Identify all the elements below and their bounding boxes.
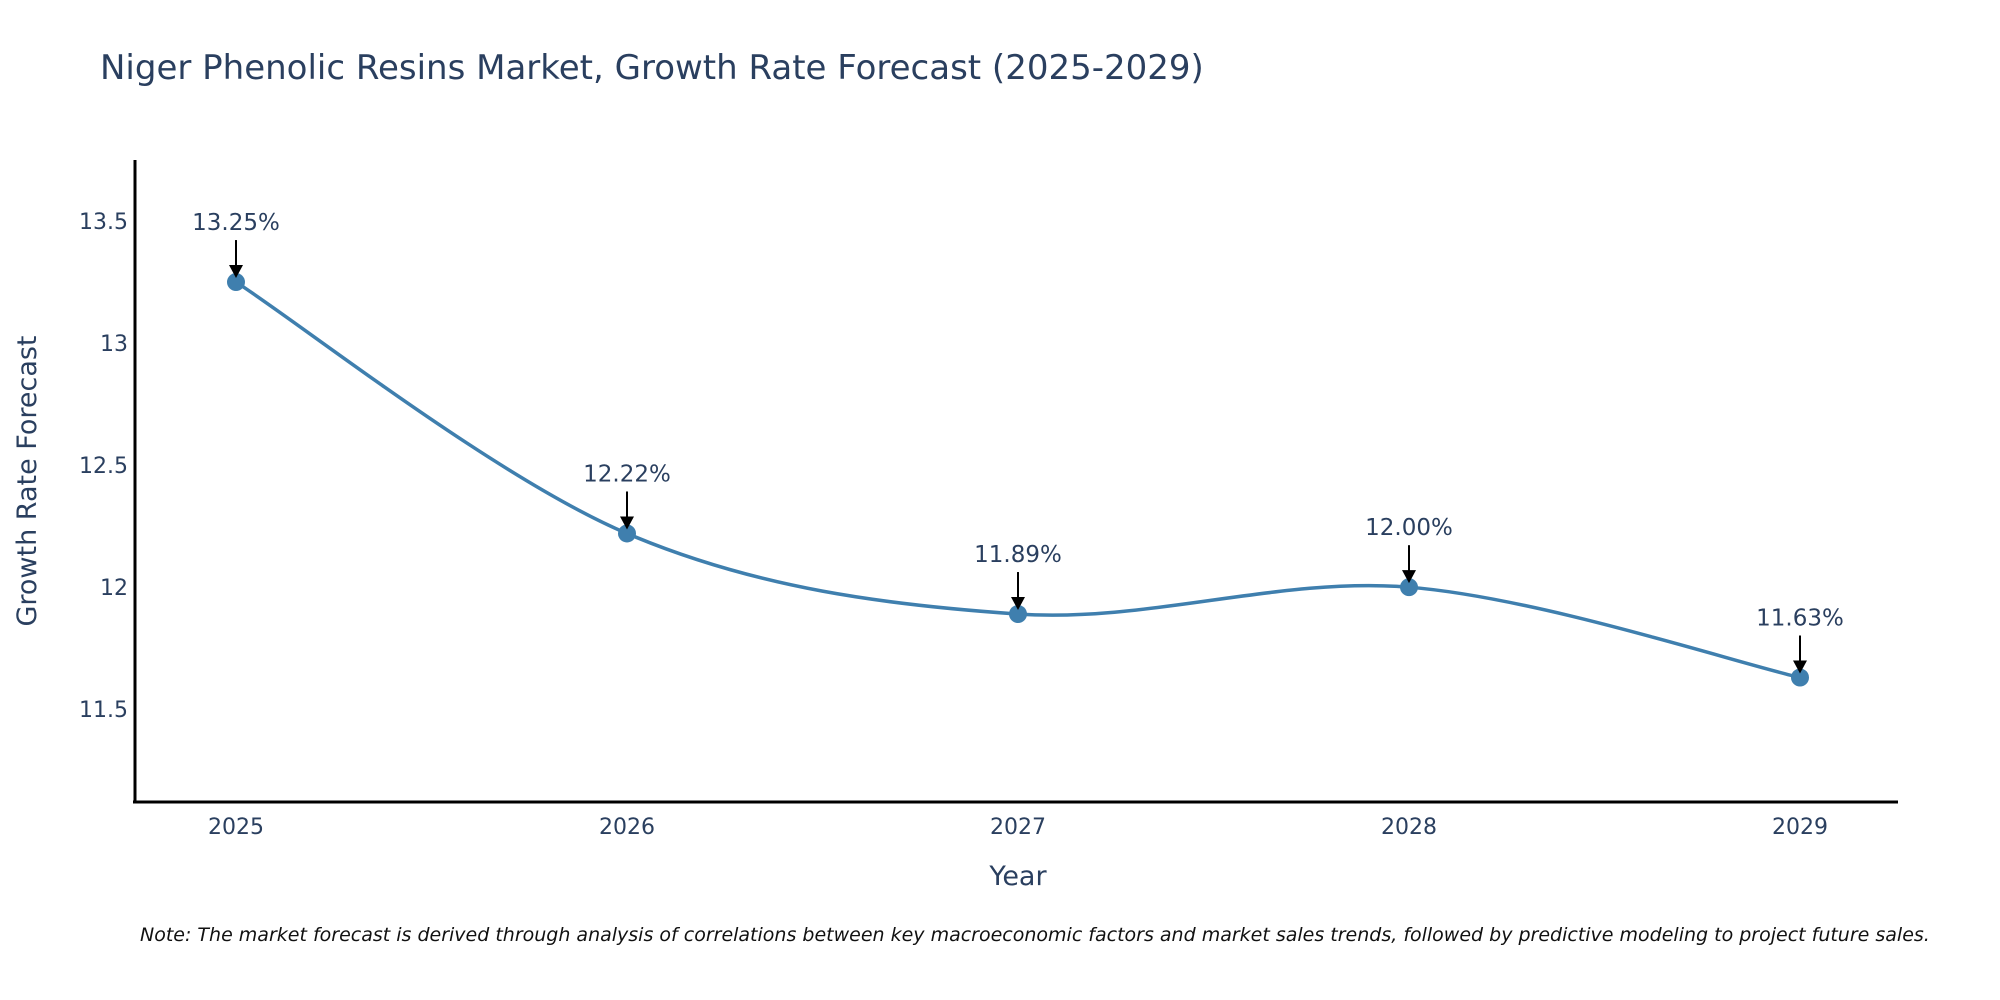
x-tick-label: 2026 [599, 815, 655, 840]
annotation-arrow-head [620, 516, 634, 530]
chart-title: Niger Phenolic Resins Market, Growth Rat… [100, 48, 1204, 88]
y-tick-label: 12 [100, 576, 128, 601]
data-label: 13.25% [192, 210, 280, 236]
footnote: Note: The market forecast is derived thr… [140, 924, 1930, 946]
data-label: 12.22% [583, 461, 671, 487]
annotation-arrow-head [1793, 660, 1807, 674]
data-point[interactable] [618, 524, 636, 543]
data-point[interactable] [1791, 668, 1809, 687]
y-axis-title: Growth Rate Forecast [12, 335, 43, 626]
y-tick-label: 13.5 [79, 210, 128, 235]
y-tick-label: 11.5 [79, 698, 128, 723]
annotation-arrow-head [229, 265, 243, 279]
x-tick-label: 2027 [990, 815, 1046, 840]
annotation-arrow-head [1011, 597, 1025, 611]
x-tick-label: 2029 [1772, 815, 1828, 840]
data-point[interactable] [1009, 605, 1027, 624]
axes [133, 160, 1898, 804]
annotation-arrow-head [1402, 570, 1416, 584]
data-point[interactable] [1400, 578, 1418, 597]
data-label: 11.89% [974, 542, 1062, 568]
annotations-group: 13.25% 12.22% 11.89% 12.00% 11.63% [192, 210, 1844, 674]
data-point[interactable] [227, 273, 245, 292]
x-axis-title: Year [988, 861, 1047, 892]
x-tick-labels: 2025 2026 2027 2028 2029 [208, 815, 1828, 840]
data-label: 12.00% [1365, 515, 1453, 541]
y-tick-label: 12.5 [79, 454, 128, 479]
data-label: 11.63% [1756, 606, 1844, 632]
y-tick-label: 13 [100, 332, 128, 357]
y-tick-labels: 11.5 12 12.5 13 13.5 [79, 210, 128, 723]
series-group [227, 273, 1809, 687]
x-tick-label: 2028 [1381, 815, 1437, 840]
x-tick-label: 2025 [208, 815, 264, 840]
